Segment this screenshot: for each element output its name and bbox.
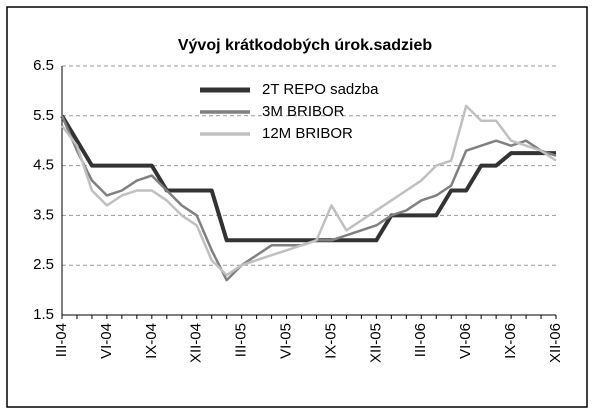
y-tick-label: 4.5 xyxy=(33,157,54,174)
y-tick-label: 3.5 xyxy=(33,206,54,223)
chart-frame xyxy=(6,6,588,408)
x-tick-label: XII-05 xyxy=(367,323,384,363)
x-tick-label: XII-06 xyxy=(547,323,564,363)
series-line xyxy=(60,114,556,243)
x-tick-label: IX-06 xyxy=(502,323,519,359)
x-tick-label: III-04 xyxy=(53,323,70,357)
y-tick-label: 2.5 xyxy=(33,256,54,273)
x-tick-label: III-06 xyxy=(412,323,429,357)
y-tick-label: 1.5 xyxy=(33,306,54,323)
x-tick-label: VI-06 xyxy=(457,323,474,359)
x-tick-label: VI-05 xyxy=(278,323,295,359)
legend-label: 3M BRIBOR xyxy=(262,103,345,120)
x-tick-label: III-05 xyxy=(233,323,250,357)
legend-label: 2T REPO sadzba xyxy=(262,81,379,98)
series-line xyxy=(61,104,557,277)
x-tick-label: VI-04 xyxy=(98,323,115,359)
x-tick-label: IX-04 xyxy=(143,323,160,359)
x-tick-label: IX-05 xyxy=(322,323,339,359)
y-tick-label: 5.5 xyxy=(33,107,54,124)
y-tick-label: 6.5 xyxy=(33,57,54,74)
legend-label: 12M BRIBOR xyxy=(262,125,353,142)
x-tick-label: XII-04 xyxy=(188,323,205,363)
chart-title: Vývoj krátkodobých úrok.sadzieb xyxy=(178,37,433,54)
